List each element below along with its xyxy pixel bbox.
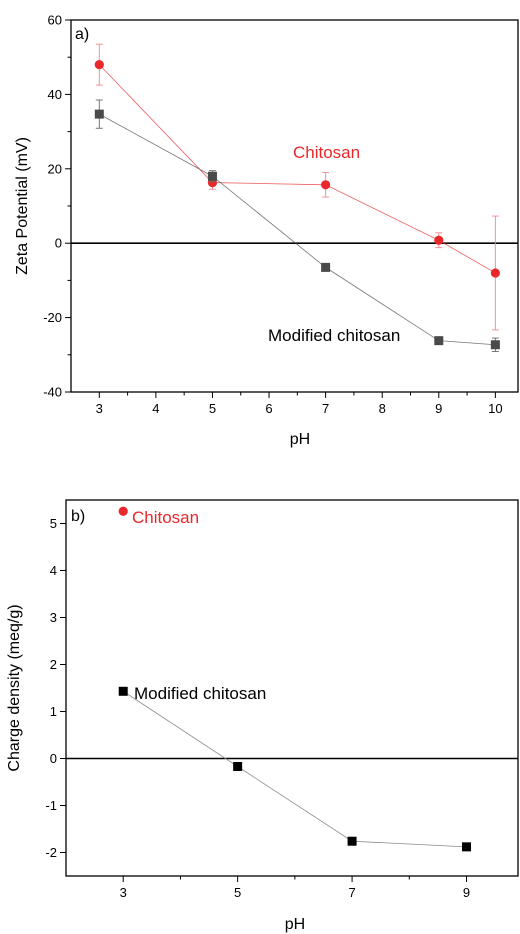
panel-b-legend-modified-chitosan: Modified chitosan: [134, 684, 266, 703]
panel-a-x-tick-label: 6: [265, 401, 272, 416]
panel-b-y-axis-label: Charge density (meq/g): [6, 604, 23, 771]
panel-b-modified-chitosan-point: [118, 686, 128, 696]
panel-b-y-tick-label: -2: [45, 845, 57, 860]
panel-a-legend-modified-chitosan: Modified chitosan: [268, 326, 400, 345]
panel-a-chitosan-point: [94, 60, 104, 70]
panel-a-y-tick-label: 20: [48, 161, 62, 176]
panel-a-x-tick-label: 9: [435, 401, 442, 416]
panel-b-y-tick-label: 3: [50, 610, 57, 625]
panel-b-y-tick-label: 4: [50, 563, 57, 578]
panel-a-y-tick-label: 0: [55, 236, 62, 251]
panel-a-x-tick-label: 5: [209, 401, 216, 416]
panel-b-modified-chitosan-line: [122, 690, 467, 848]
panel-a-modified-chitosan-point: [94, 109, 104, 119]
panel-a-x-axis-label: pH: [290, 431, 310, 448]
panel-a-modified-chitosan-point: [490, 340, 500, 350]
panel-a-x-tick-label: 7: [322, 401, 329, 416]
panel-a-x-tick-label: 8: [379, 401, 386, 416]
panel-a-y-tick-label: 60: [48, 13, 62, 28]
panel-b-modified-chitosan-point: [462, 842, 472, 852]
panel-b-charge-density: b) pH Charge density (meq/g) Chitosan Mo…: [6, 499, 519, 933]
panel-a-y-tick-label: -20: [43, 310, 62, 325]
panel-a-modified-chitosan-point: [207, 171, 217, 181]
panel-b-x-tick-label: 3: [120, 885, 127, 900]
panel-a-series: [94, 43, 500, 352]
panel-b-modified-chitosan-point: [233, 761, 243, 771]
panel-a-legend-chitosan: Chitosan: [293, 143, 360, 162]
panel-a-tag: a): [75, 26, 89, 43]
panel-b-x-tick-label: 5: [234, 885, 241, 900]
panel-a-x-tick-label: 4: [152, 401, 159, 416]
panel-a-chitosan-point: [490, 268, 500, 278]
panel-a-y-tick-label: 40: [48, 87, 62, 102]
panel-b-series: [118, 506, 472, 852]
panel-a-y-tick-label: -40: [43, 385, 62, 400]
panel-b-y-tick-label: -1: [45, 798, 57, 813]
panel-a-chitosan-point: [434, 235, 444, 245]
panel-b-modified-chitosan-point: [347, 836, 357, 846]
panel-a-zeta-potential: a) pH Zeta Potential (mV) Chitosan Modif…: [14, 13, 519, 448]
panel-b-y-tick-label: 2: [50, 657, 57, 672]
panel-b-x-tick-label: 9: [463, 885, 470, 900]
panel-b-y-tick-label: 1: [50, 704, 57, 719]
panel-a-x-tick-label: 3: [96, 401, 103, 416]
panel-a-modified-chitosan-point: [434, 336, 444, 346]
panel-a-ticks: 3 4 5 6 7 8 9 10 -40 -20 0 20 40 60: [43, 13, 518, 416]
panel-b-ticks: 3 5 7 9 -2 -1 0 1 2 3 4 5: [45, 516, 518, 900]
panel-b-x-tick-label: 7: [348, 885, 355, 900]
panel-b-y-tick-label: 5: [50, 516, 57, 531]
panel-b-y-tick-label: 0: [50, 751, 57, 766]
panel-b-legend-chitosan: Chitosan: [132, 508, 199, 527]
panel-b-x-axis-label: pH: [285, 916, 305, 933]
panel-a-modified-chitosan-point: [321, 262, 331, 272]
panel-a-x-tick-label: 10: [488, 401, 502, 416]
panel-b-plot-frame: [65, 499, 519, 877]
panel-a-chitosan-point: [321, 180, 331, 190]
panel-b-chitosan-point: [118, 506, 128, 516]
panel-a-y-axis-label: Zeta Potential (mV): [14, 137, 31, 275]
panel-b-tag: b): [71, 508, 85, 525]
